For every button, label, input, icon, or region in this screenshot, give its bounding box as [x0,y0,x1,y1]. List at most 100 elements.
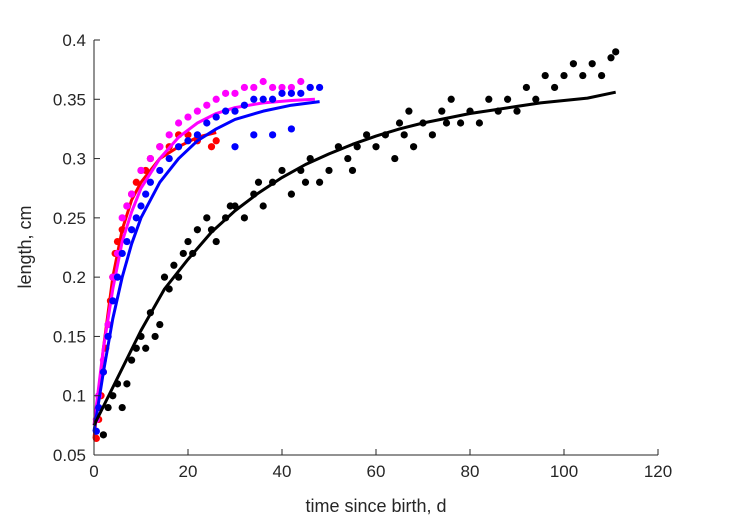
data-point [438,107,446,115]
data-point [146,154,154,163]
data-point [612,48,620,56]
data-point [259,77,267,86]
data-point [395,119,404,127]
y-tick-label: 0.1 [62,387,86,406]
data-point [113,273,122,281]
data-point [99,431,107,439]
x-tick-label: 80 [461,462,480,481]
data-point [203,214,211,222]
data-point [316,83,324,92]
data-point [259,95,267,103]
y-tick-label: 0.4 [62,31,86,50]
data-point [170,261,178,269]
x-tick-label: 0 [89,462,98,481]
data-point [222,89,230,97]
data-point [301,178,310,186]
data-point [128,190,136,198]
data-point [485,95,493,103]
x-tick-label: 60 [367,462,386,481]
data-point [184,113,192,121]
data-point [348,166,357,175]
data-point [391,154,399,163]
data-point [203,119,211,127]
data-point [410,143,418,151]
y-tick-label: 0.2 [62,268,86,287]
data-point [118,249,126,258]
data-point [165,154,173,163]
chart-axes [93,40,658,456]
data-point [372,143,380,151]
data-point [128,356,136,364]
data-point [231,143,239,151]
data-point [151,332,159,341]
data-point [146,178,154,186]
data-point [287,190,295,198]
series-1 [92,77,315,426]
data-point [259,202,267,210]
chart-ticks: 0 20 40 60 80 100 120 0.05 0.1 0.15 0.2 0.25 0.3 0.35… [53,31,672,481]
data-point [560,71,568,80]
data-point [156,143,164,151]
data-point [405,107,413,115]
data-point [175,143,183,151]
data-point [457,119,465,127]
x-tick-label: 20 [179,462,198,481]
data-point [316,178,324,186]
data-point [353,143,361,151]
data-point [207,143,216,151]
data-point [254,178,263,186]
data-point [142,344,150,352]
data-point [109,297,117,305]
data-point [118,214,126,222]
data-point [278,89,286,97]
data-point [325,166,333,175]
data-point [513,107,521,115]
data-point [579,71,587,80]
data-point [541,71,549,80]
fit-line [92,97,315,426]
data-point [184,137,192,145]
data-point [250,95,258,103]
data-point [250,83,258,92]
data-point [522,83,531,92]
data-point [175,119,183,127]
data-point [212,95,220,103]
data-point [306,83,314,92]
data-point [250,131,258,139]
y-axis-title: length, cm [15,205,35,288]
data-point [193,226,201,234]
data-point [607,54,615,62]
data-point [123,380,131,388]
data-point [231,107,239,115]
data-point [137,166,145,175]
y-tick-label: 0.3 [62,150,86,169]
data-point [240,83,248,92]
data-point [156,320,164,329]
data-point [160,273,169,281]
data-point [222,107,230,115]
data-point [475,119,483,127]
y-tick-label: 0.05 [53,446,86,465]
data-point [184,237,192,246]
y-tick-label: 0.15 [53,327,86,346]
data-point [193,131,201,139]
data-point [132,178,140,186]
data-point [363,131,371,139]
data-point [400,131,408,139]
x-tick-label: 100 [550,462,578,481]
data-point [156,166,164,175]
data-point [118,403,126,412]
data-point [137,202,145,210]
data-point [287,83,295,92]
data-point [212,113,220,121]
data-point [278,166,286,175]
data-point [165,131,173,139]
data-point [442,119,451,127]
data-point [287,89,295,97]
fit-line [92,100,320,432]
data-point [231,89,239,97]
data-point [203,101,211,109]
data-point [447,95,455,103]
data-point [132,214,140,222]
